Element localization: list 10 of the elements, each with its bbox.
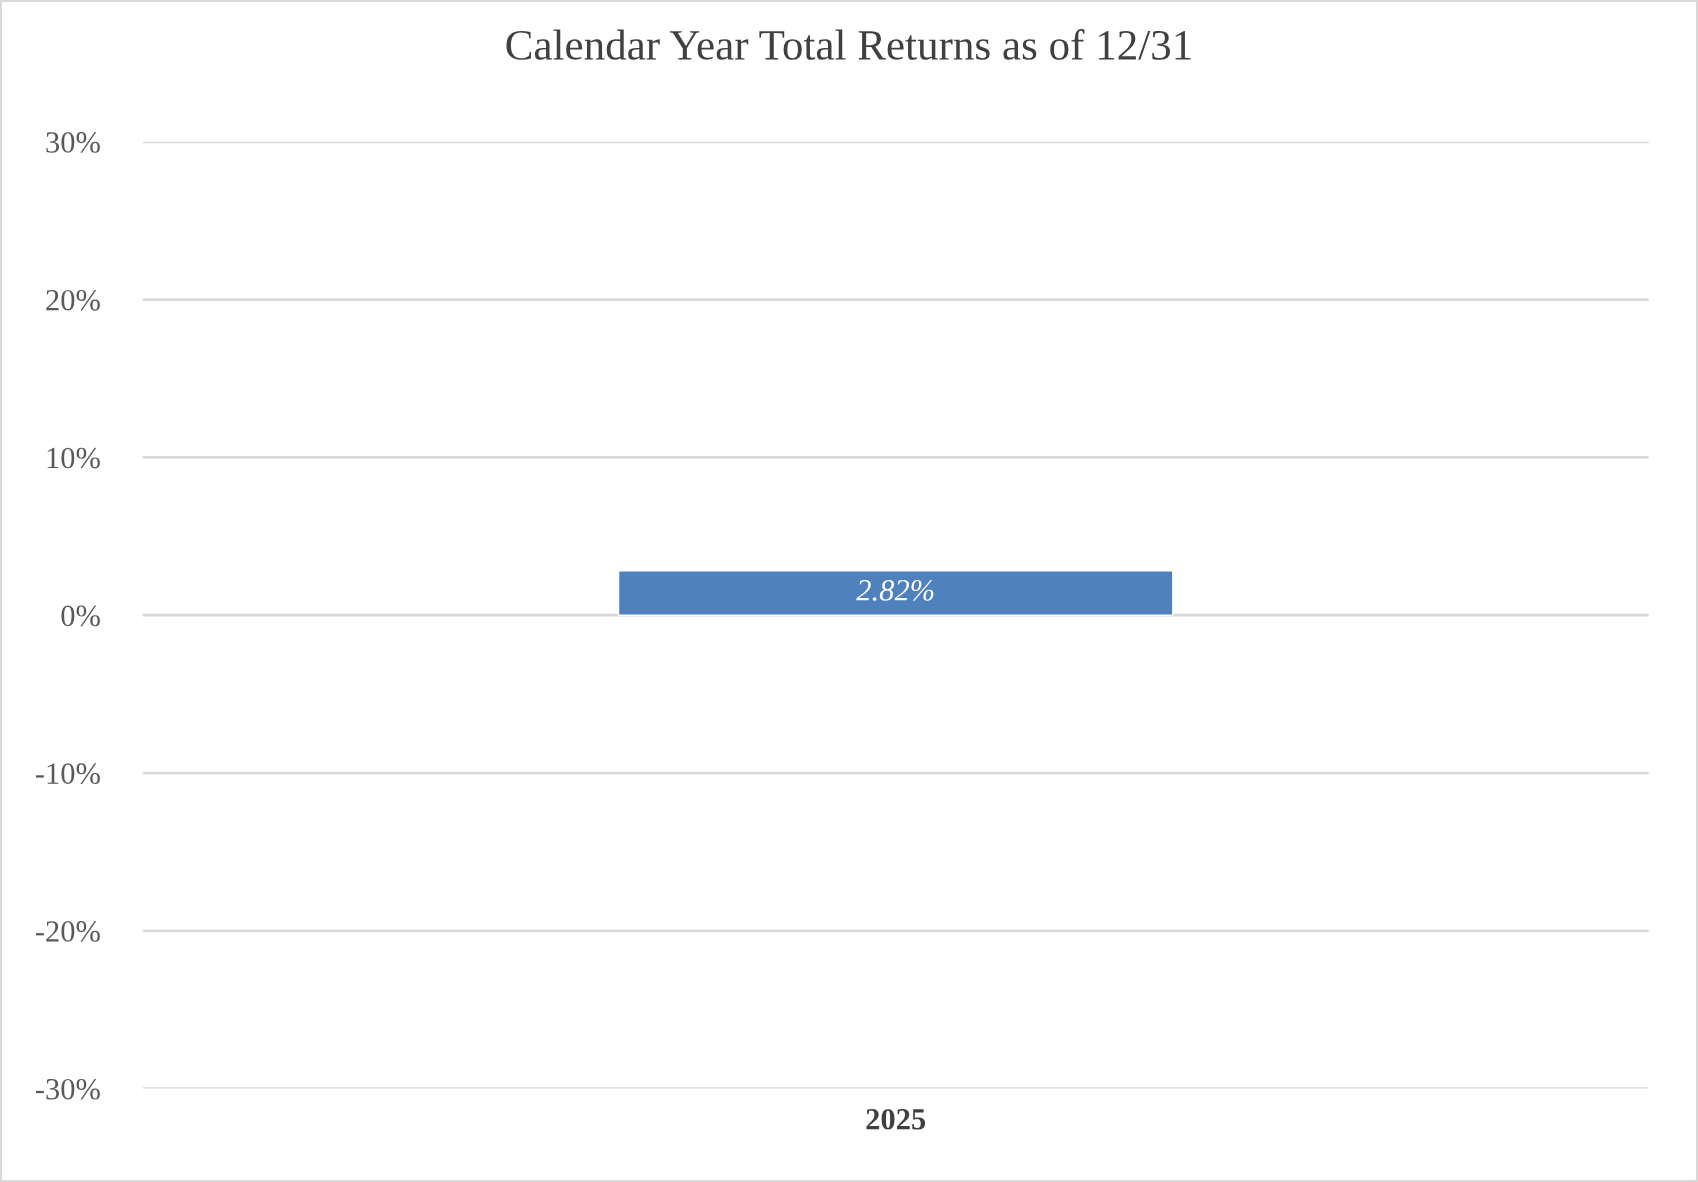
y-tick-label: 0% (61, 605, 100, 627)
data-label: 2.82% (856, 580, 934, 601)
y-tick-label: -10% (35, 763, 100, 785)
y-tick-label: 20% (46, 289, 100, 311)
y-tick-label: 10% (47, 447, 100, 469)
y-tick-label: -20% (35, 921, 100, 942)
y-tick-label: -30% (35, 1078, 100, 1100)
chart-title: Calendar Year Total Returns as of 12/31 (506, 29, 1191, 60)
y-tick-label: 30% (46, 132, 100, 153)
x-tick-label: 2025 (866, 1108, 926, 1130)
